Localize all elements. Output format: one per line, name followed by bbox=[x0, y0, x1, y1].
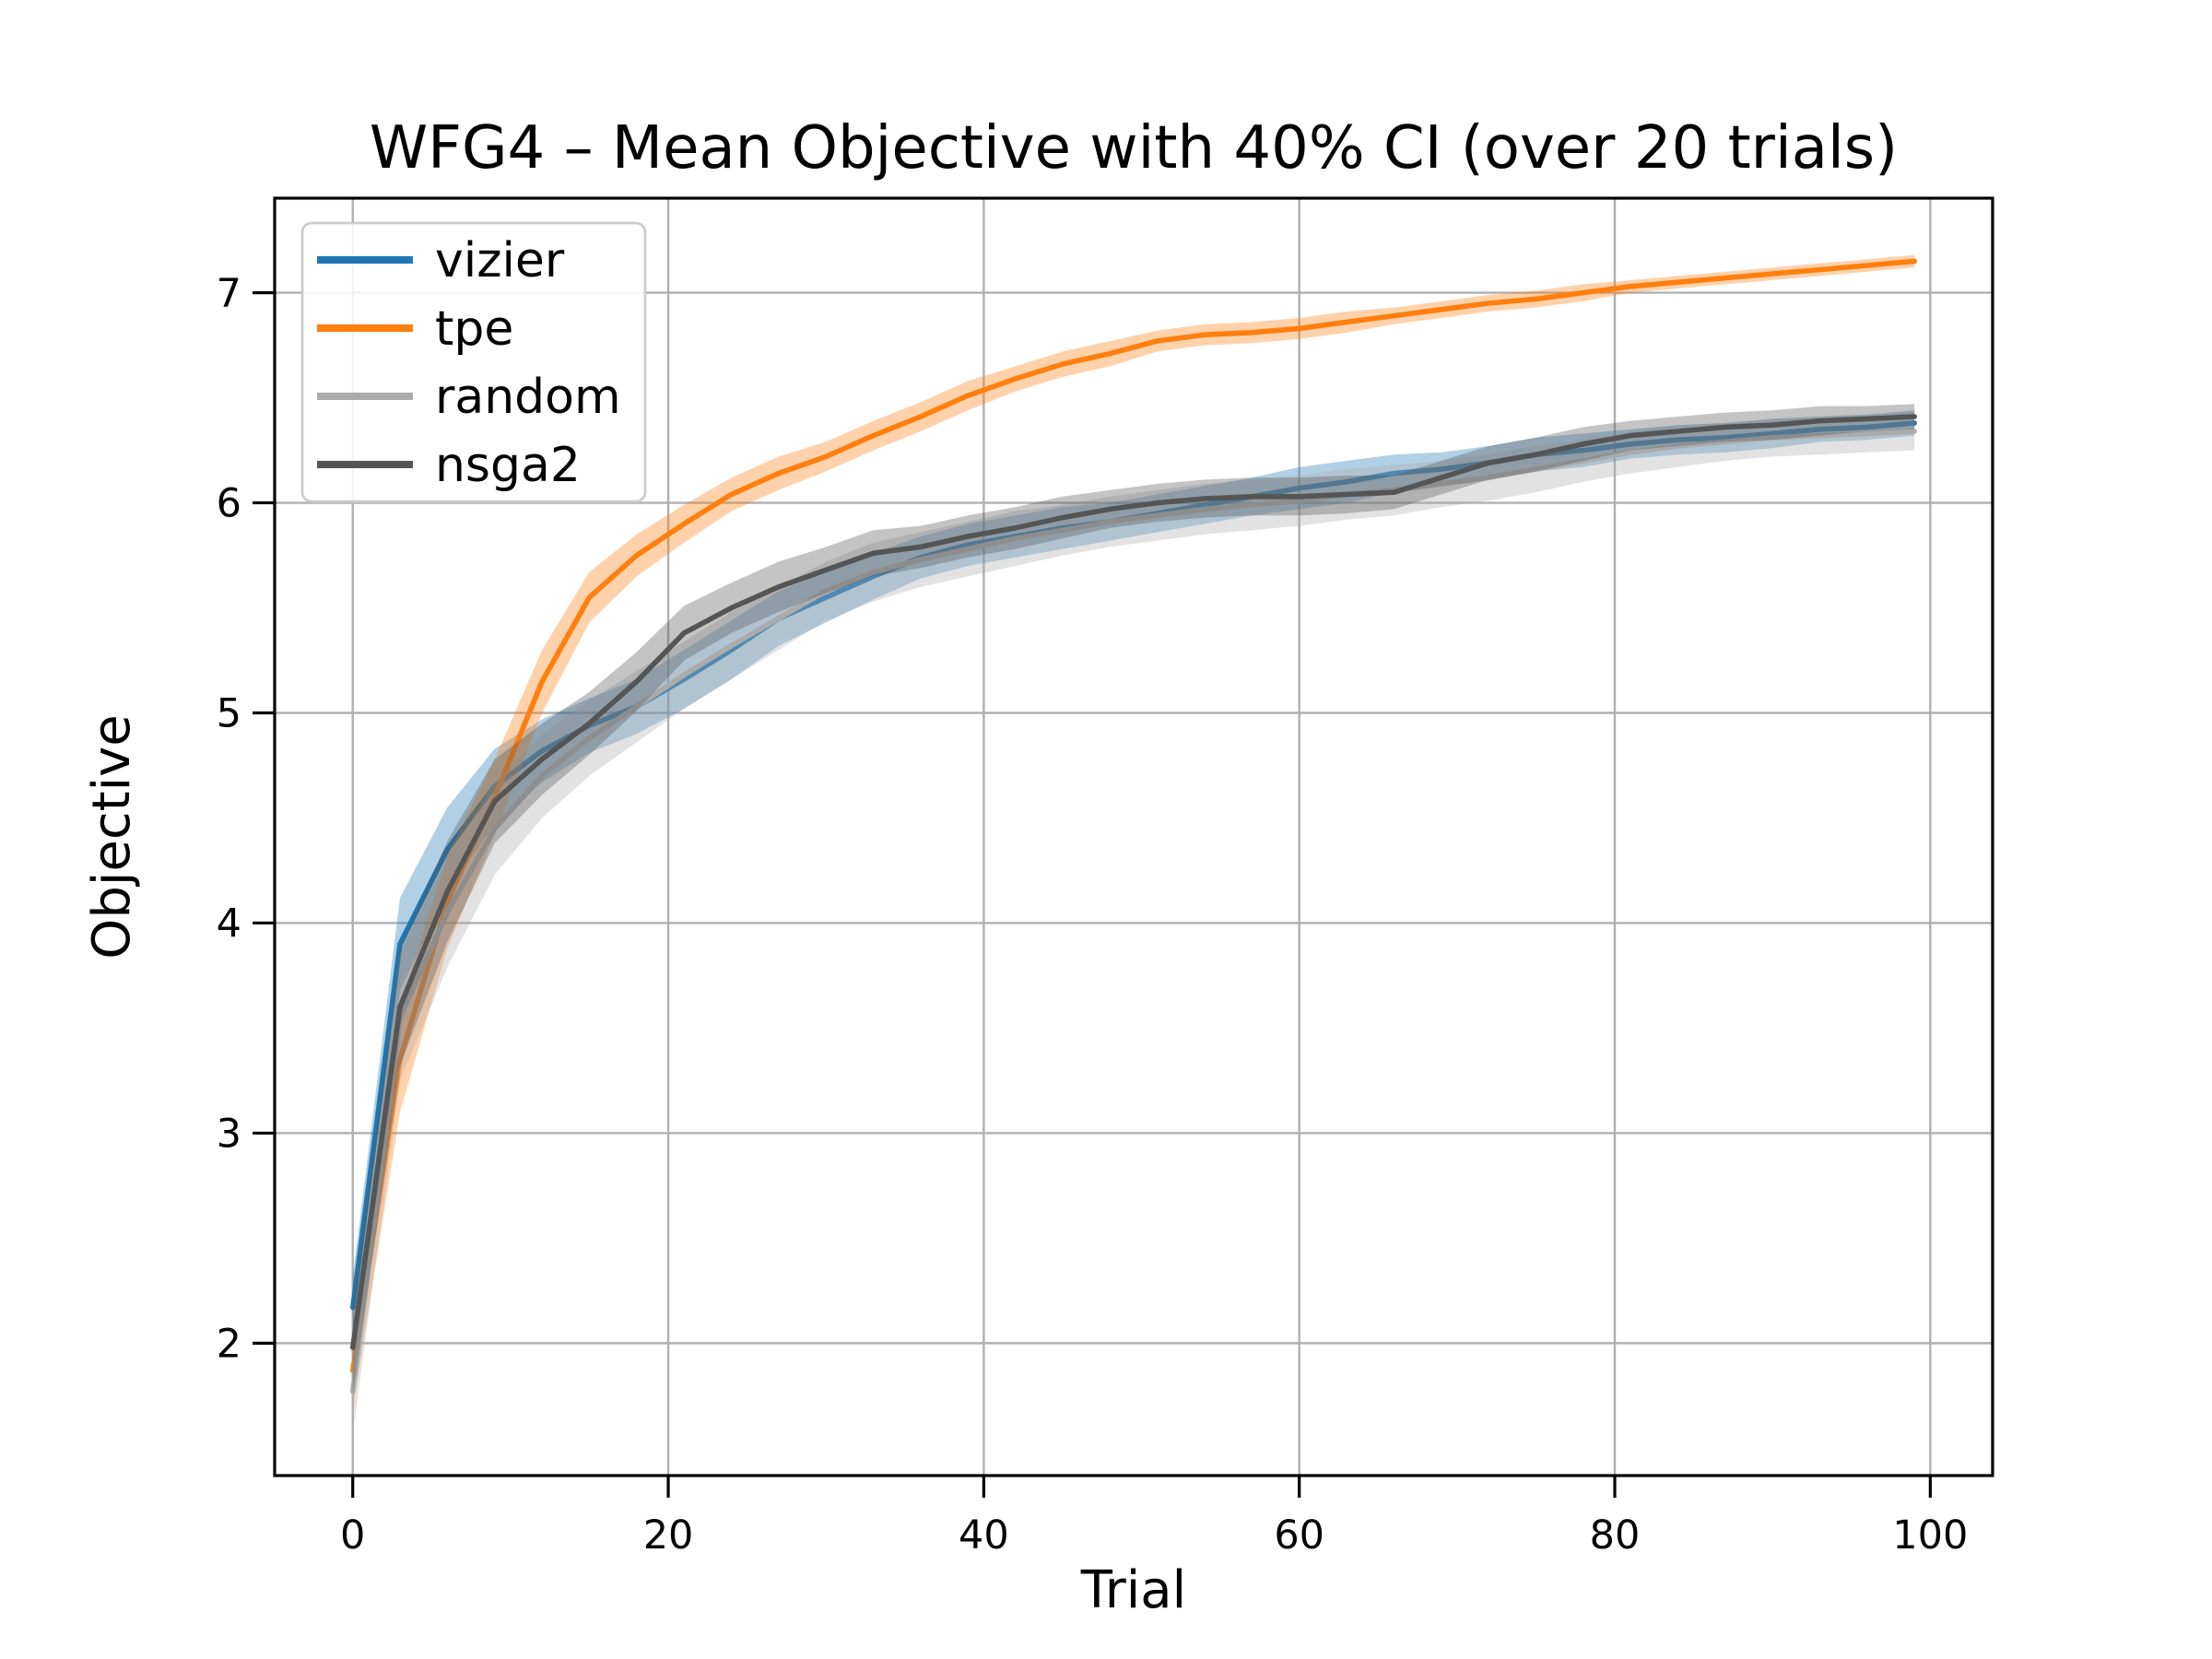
y-tick-label: 3 bbox=[217, 1111, 241, 1157]
chart-title: WFG4 – Mean Objective with 40% CI (over … bbox=[370, 114, 1898, 182]
legend-item-tpe: tpe bbox=[317, 301, 513, 357]
legend-label-random: random bbox=[435, 370, 621, 425]
series-line-tpe bbox=[350, 258, 1917, 1373]
axes-layer: 0 20 40 60 80 100 2 3 4 5 6 7 bbox=[217, 196, 1994, 1559]
ci-band-nsga2 bbox=[352, 404, 1915, 1394]
x-tick-label: 0 bbox=[340, 1512, 365, 1559]
legend-label-nsga2: nsga2 bbox=[435, 438, 581, 493]
legend-label-vizier: vizier bbox=[435, 233, 565, 288]
ci-band-random bbox=[352, 412, 1915, 1434]
x-tick-label: 80 bbox=[1590, 1512, 1641, 1559]
x-tick-label: 100 bbox=[1892, 1512, 1968, 1559]
legend-item-random: random bbox=[317, 370, 621, 425]
legend-label-tpe: tpe bbox=[435, 301, 513, 357]
series-line-random bbox=[350, 429, 1917, 1394]
y-tick-label: 7 bbox=[217, 271, 241, 317]
x-axis-label: Trial bbox=[1080, 1560, 1186, 1620]
y-tick-label: 5 bbox=[217, 691, 241, 737]
legend-box bbox=[300, 221, 647, 503]
y-tick-label: 4 bbox=[217, 900, 241, 947]
y-tick-label: 6 bbox=[217, 481, 241, 527]
series-line-nsga2 bbox=[350, 414, 1917, 1350]
y-axis-label: Objective bbox=[82, 714, 142, 959]
x-tick-label: 20 bbox=[643, 1512, 694, 1559]
series-layer bbox=[350, 254, 1917, 1434]
legend-item-vizier: vizier bbox=[317, 233, 565, 288]
plot-spines bbox=[273, 196, 1994, 1477]
series-line-vizier bbox=[350, 420, 1917, 1311]
x-tick-label: 60 bbox=[1274, 1512, 1324, 1559]
y-tick-label: 2 bbox=[217, 1321, 241, 1367]
legend: vizier tpe random nsga2 bbox=[300, 221, 647, 503]
x-tick-label: 40 bbox=[959, 1512, 1009, 1559]
ci-band-vizier bbox=[352, 410, 1915, 1339]
legend-item-nsga2: nsga2 bbox=[317, 438, 581, 493]
